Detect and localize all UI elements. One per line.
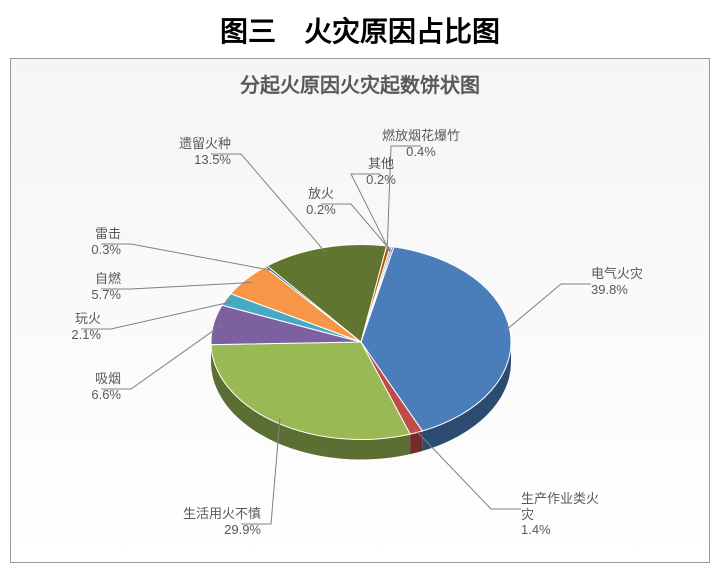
slice-label: 吸烟6.6% (31, 371, 121, 402)
slice-label: 其他0.2% (336, 156, 426, 187)
slice-label: 燃放烟花爆竹0.4% (376, 128, 466, 159)
pie-chart: 放火0.2% 电气火灾39.8% 生产作业类火灾1.4% 生活用火不慎29.9% 吸烟6… (21, 102, 699, 542)
slice-label: 放火0.2% (276, 186, 366, 217)
slice-label: 生产作业类火灾1.4% (521, 491, 611, 538)
page-title: 图三 火灾原因占比图 (10, 10, 710, 50)
slice-label: 电气火灾39.8% (591, 266, 681, 297)
slice-label: 遗留火种13.5% (141, 136, 231, 167)
slice-label: 雷击0.3% (31, 226, 121, 257)
slice-label: 自燃5.7% (31, 271, 121, 302)
slice-label: 玩火2.1% (11, 311, 101, 342)
chart-title: 分起火原因火灾起数饼状图 (21, 69, 699, 98)
slice-label: 生活用火不慎29.9% (171, 506, 261, 537)
chart-container: 分起火原因火灾起数饼状图 放火0.2% 电气火灾39.8% 生产作业类火灾1.4% 生… (10, 58, 710, 563)
